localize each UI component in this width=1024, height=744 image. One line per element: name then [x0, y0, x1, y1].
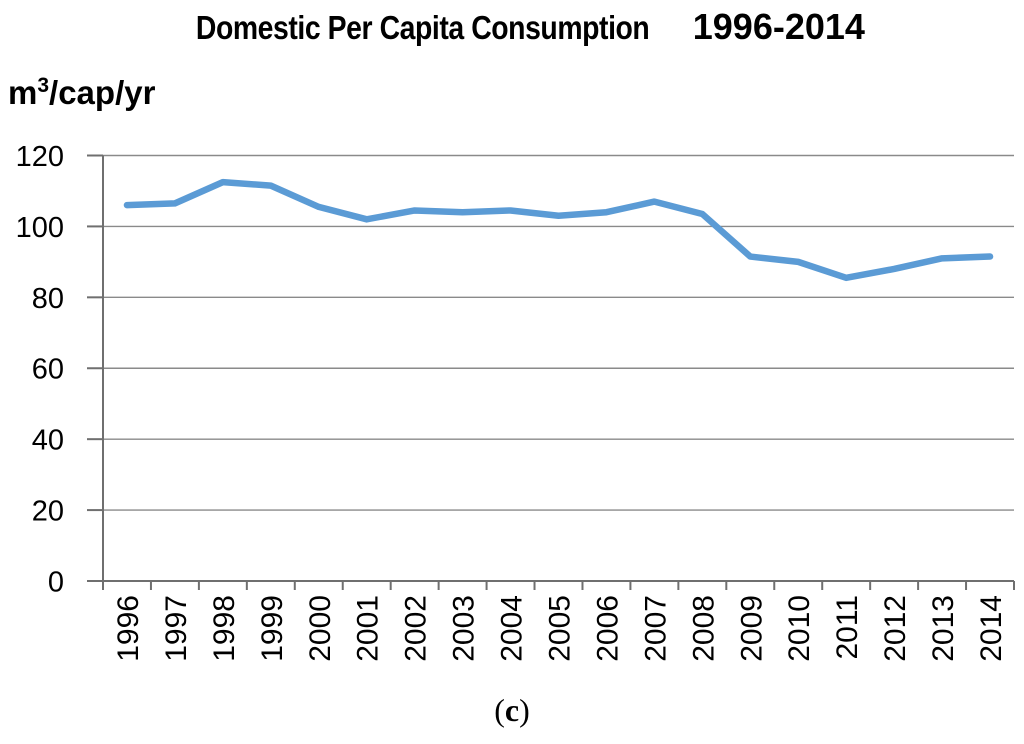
x-tick-label: 1996 [112, 595, 145, 662]
unit-base: m [8, 74, 38, 111]
x-tick-label: 2000 [304, 595, 337, 662]
x-tick-label: 2014 [975, 595, 1008, 662]
x-tick-label: 2003 [448, 595, 481, 662]
x-tick-label: 2007 [639, 595, 672, 662]
y-tick-label: 80 [32, 283, 64, 315]
y-tick-label: 20 [32, 496, 64, 528]
x-tick-label: 2004 [496, 595, 529, 662]
figure-caption: (c) [0, 692, 1024, 729]
caption-letter: c [504, 692, 520, 728]
x-tick-label: 1999 [256, 595, 289, 662]
chart-title-years: 1996-2014 [692, 6, 865, 47]
y-axis-unit-label: m3/cap/yr [8, 74, 155, 112]
caption-open-paren: ( [494, 692, 505, 728]
chart-title: Domestic Per Capita Consumption 1996-201… [0, 6, 1024, 48]
caption-close-paren: ) [519, 692, 530, 728]
y-tick-label: 0 [48, 566, 64, 598]
unit-exponent: 3 [37, 74, 50, 97]
chart-title-main: Domestic Per Capita Consumption [195, 9, 650, 46]
y-tick-label: 60 [32, 354, 64, 386]
y-tick-label: 40 [32, 425, 64, 457]
x-tick-label: 2012 [879, 595, 912, 662]
x-tick-label: 2001 [352, 595, 385, 662]
unit-rest: /cap/yr [49, 74, 156, 111]
y-tick-label: 120 [16, 141, 64, 173]
x-tick-label: 2013 [927, 595, 960, 662]
x-tick-label: 2002 [400, 595, 433, 662]
x-tick-label: 2006 [591, 595, 624, 662]
x-tick-label: 2010 [783, 595, 816, 662]
x-tick-label: 1998 [208, 595, 241, 662]
x-tick-label: 2008 [687, 595, 720, 662]
data-line-series [123, 178, 994, 282]
x-tick-label: 1997 [160, 595, 193, 662]
x-tick-label: 2011 [831, 595, 864, 660]
y-tick-label: 100 [16, 212, 64, 244]
x-tick-label: 2009 [735, 595, 768, 662]
x-tick-label: 2005 [544, 595, 577, 662]
